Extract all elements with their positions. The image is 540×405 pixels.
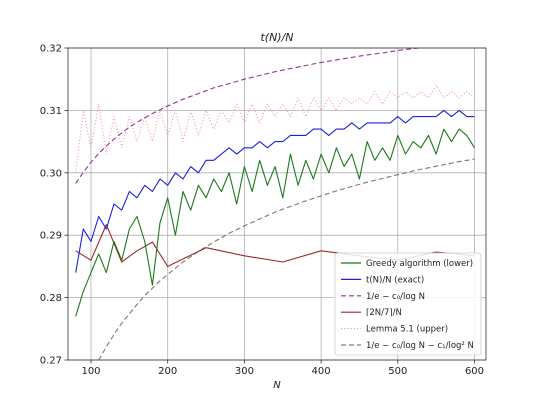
y-tick-label: 0.28 xyxy=(40,293,62,304)
x-tick-label: 200 xyxy=(158,366,177,377)
x-tick-label: 600 xyxy=(465,366,484,377)
series-layer xyxy=(75,48,475,360)
x-axis: 100 200 300 400 500 600 xyxy=(81,360,484,377)
legend-entry: 1/e − c₀/log N xyxy=(366,292,425,302)
y-tick-label: 0.32 xyxy=(40,44,62,55)
y-axis: 0.27 0.28 0.29 0.30 0.31 0.32 xyxy=(40,44,68,367)
series-line-1 xyxy=(75,109,475,273)
y-tick-label: 0.31 xyxy=(40,106,62,117)
x-tick-label: 500 xyxy=(388,366,407,377)
legend-entry: Greedy algorithm (lower) xyxy=(366,259,473,269)
chart-title: t(N)/N xyxy=(260,31,293,44)
legend-entry: t(N)/N (exact) xyxy=(366,275,424,285)
legend-entry: Lemma 5.1 (upper) xyxy=(366,325,448,335)
legend: Greedy algorithm (lower) t(N)/N (exact) 1/… xyxy=(334,252,482,356)
legend-box xyxy=(334,252,482,356)
legend-entry: ⌈2N/7⌉/N xyxy=(366,308,402,318)
x-axis-label: N xyxy=(273,380,281,391)
series-line-0 xyxy=(75,128,475,317)
series-line-5 xyxy=(98,158,475,360)
plot-frame xyxy=(67,47,487,361)
y-tick-label: 0.29 xyxy=(40,231,62,242)
x-tick-label: 300 xyxy=(235,366,254,377)
y-tick-label: 0.27 xyxy=(40,356,62,367)
x-tick-label: 400 xyxy=(312,366,331,377)
x-tick-label: 100 xyxy=(81,366,100,377)
legend-entry: 1/e − c₀/log N − c₁/log² N xyxy=(366,341,474,351)
y-tick-label: 0.30 xyxy=(40,168,62,179)
series-line-2 xyxy=(75,48,423,184)
